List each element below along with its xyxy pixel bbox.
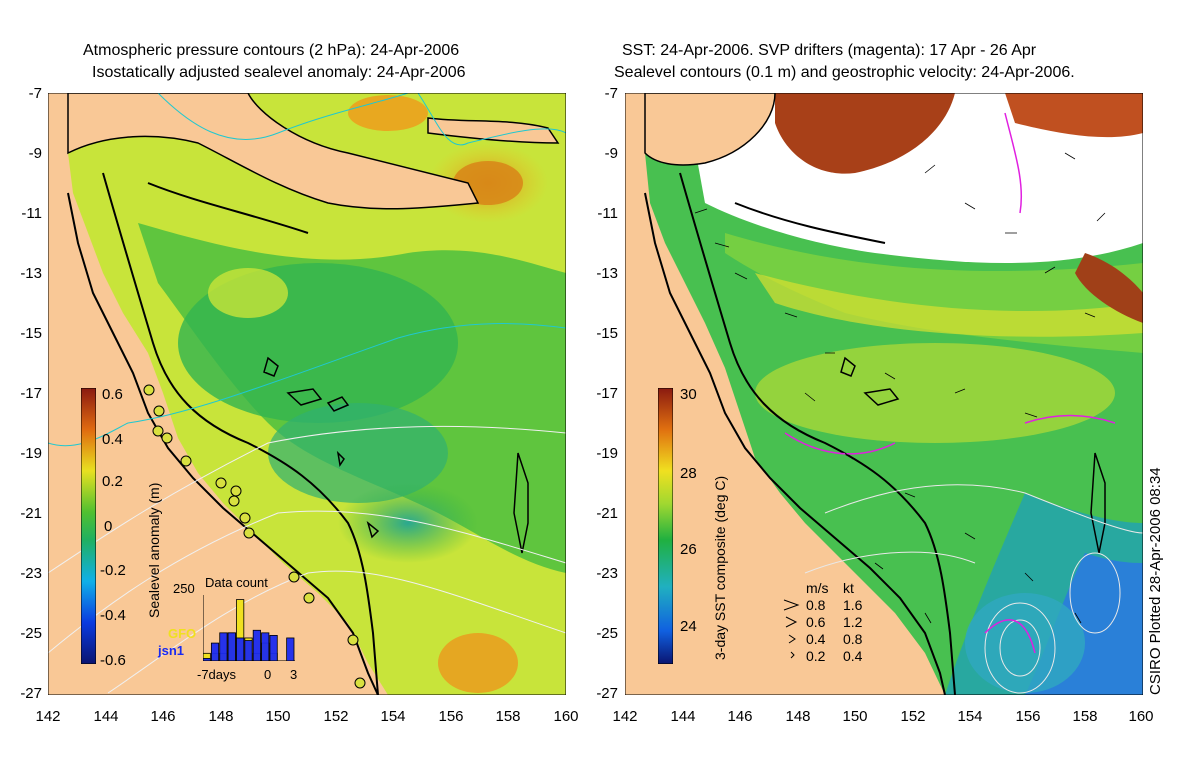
- velocity-row-kt: 0.8: [843, 631, 863, 647]
- velocity-arrows: [694, 152, 1106, 624]
- cb-tick: -0.6: [100, 652, 126, 669]
- left-title-line2: Isostatically adjusted sealevel anomaly:…: [92, 64, 466, 81]
- x-tick: 152: [323, 708, 349, 725]
- x-tick: 150: [842, 708, 868, 725]
- x-tick: 142: [35, 708, 61, 725]
- inset-xtick: 3: [290, 667, 298, 682]
- cb-tick: 30: [680, 386, 697, 403]
- y-tick: -21: [596, 505, 618, 522]
- cb-tick: 24: [680, 618, 697, 635]
- x-tick: 146: [727, 708, 753, 725]
- left-colorbar-label: Sealevel anomaly (m): [146, 482, 162, 618]
- hist-bar-jsn1: [227, 632, 236, 661]
- cb-tick: -0.4: [100, 607, 126, 624]
- inset-ymax: 250: [173, 581, 195, 596]
- x-tick: 150: [265, 708, 291, 725]
- inset-xtick: -7days: [197, 667, 237, 682]
- y-tick: -19: [20, 445, 42, 462]
- new-guinea-coast: [67, 93, 480, 210]
- y-tick: -23: [596, 565, 618, 582]
- x-tick: 146: [150, 708, 176, 725]
- hist-bar-jsn1: [244, 640, 253, 661]
- y-tick: -9: [28, 145, 42, 162]
- x-tick: 144: [670, 708, 696, 725]
- y-tick: -15: [596, 325, 618, 342]
- left-colorbar: [81, 388, 96, 664]
- cb-tick: 0: [104, 518, 113, 535]
- queensland-coast: [644, 192, 946, 695]
- x-tick: 144: [93, 708, 119, 725]
- hist-bar-jsn1: [269, 635, 278, 661]
- y-tick: -17: [596, 385, 618, 402]
- y-tick: -7: [604, 85, 618, 102]
- x-tick: 154: [380, 708, 406, 725]
- cb-tick: -0.2: [100, 562, 126, 579]
- x-tick: 158: [1072, 708, 1098, 725]
- right-title-line1: SST: 24-Apr-2006. SVP drifters (magenta)…: [622, 42, 1037, 59]
- y-tick: -11: [597, 205, 618, 222]
- y-tick: -27: [596, 685, 618, 702]
- right-title-line2: Sealevel contours (0.1 m) and geostrophi…: [614, 64, 1075, 81]
- left-map: [48, 93, 566, 695]
- hist-bar-jsn1: [286, 637, 295, 661]
- inset-xtick: 0: [264, 667, 272, 682]
- queensland-coast: [67, 192, 379, 695]
- cb-tick: 0.4: [102, 431, 123, 448]
- left-title-line1: Atmospheric pressure contours (2 hPa): 2…: [83, 42, 460, 59]
- x-tick: 158: [495, 708, 521, 725]
- cb-tick: 0.6: [102, 386, 123, 403]
- hist-bar-jsn1: [219, 632, 228, 661]
- x-tick: 148: [785, 708, 811, 725]
- y-tick: -7: [28, 85, 42, 102]
- legend-gfo: GFO: [168, 626, 197, 641]
- x-tick: 152: [900, 708, 926, 725]
- velocity-row-ms: 0.4: [806, 631, 826, 647]
- y-tick: -27: [20, 685, 42, 702]
- velocity-unit-ms: m/s: [806, 580, 829, 596]
- velocity-unit-kt: kt: [843, 580, 854, 596]
- x-tick: 156: [438, 708, 464, 725]
- x-tick: 148: [208, 708, 234, 725]
- credit-text: CSIRO Plotted 28-Apr-2006 08:34: [1147, 467, 1164, 695]
- x-tick: 156: [1015, 708, 1041, 725]
- inset-histogram: [203, 595, 295, 661]
- velocity-row-ms: 0.6: [806, 614, 826, 630]
- x-tick: 142: [612, 708, 638, 725]
- y-tick: -11: [21, 205, 42, 222]
- cb-tick: 28: [680, 465, 697, 482]
- y-tick: -23: [20, 565, 42, 582]
- x-tick: 160: [553, 708, 579, 725]
- inset-title: Data count: [205, 575, 268, 590]
- y-tick: -13: [20, 265, 42, 282]
- y-tick: -25: [20, 625, 42, 642]
- y-tick: -25: [596, 625, 618, 642]
- velocity-legend-arrows: [783, 599, 800, 659]
- svp-drifters: [784, 112, 1116, 654]
- right-colorbar: [658, 388, 673, 664]
- hist-bar-jsn1: [252, 629, 261, 661]
- x-tick: 160: [1128, 708, 1154, 725]
- right-map: [625, 93, 1143, 695]
- hist-bar-jsn1: [236, 637, 245, 661]
- tide-gauge-stations: [143, 384, 366, 689]
- velocity-row-kt: 1.6: [843, 597, 863, 613]
- velocity-row-ms: 0.8: [806, 597, 826, 613]
- cb-tick: 0.2: [102, 473, 123, 490]
- y-tick: -19: [596, 445, 618, 462]
- velocity-row-kt: 1.2: [843, 614, 863, 630]
- cb-tick: 26: [680, 541, 697, 558]
- right-colorbar-label: 3-day SST composite (deg C): [712, 475, 728, 660]
- y-tick: -15: [20, 325, 42, 342]
- legend-jsn1: jsn1: [158, 643, 185, 658]
- x-tick: 154: [957, 708, 983, 725]
- y-tick: -21: [20, 505, 42, 522]
- y-tick: -17: [20, 385, 42, 402]
- velocity-row-kt: 0.4: [843, 648, 863, 664]
- hist-bar-jsn1: [210, 642, 220, 661]
- y-tick: -13: [596, 265, 618, 282]
- y-tick: -9: [604, 145, 618, 162]
- velocity-row-ms: 0.2: [806, 648, 826, 664]
- hist-bar-jsn1: [261, 632, 270, 661]
